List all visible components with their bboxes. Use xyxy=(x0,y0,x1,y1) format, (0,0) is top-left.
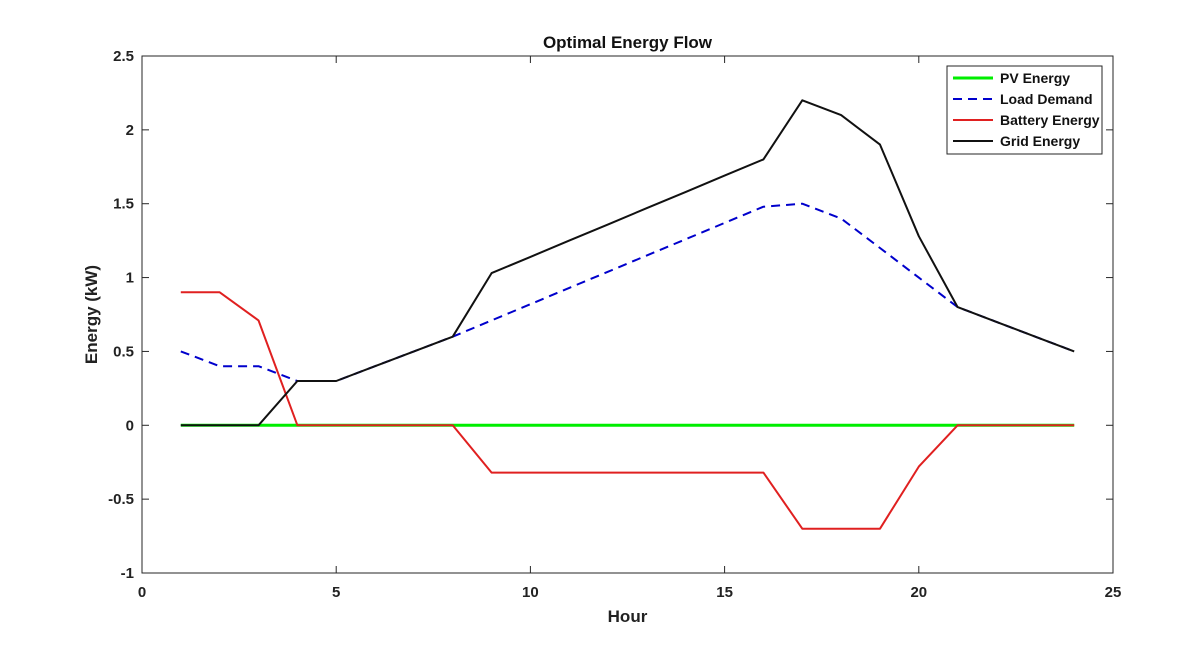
x-tick-label: 10 xyxy=(522,584,539,601)
x-tick-label: 0 xyxy=(138,584,146,601)
legend-box xyxy=(946,65,1103,155)
x-tick-label: 20 xyxy=(910,584,927,601)
series-line-grid-energy xyxy=(180,99,1075,427)
y-axis-title: Energy (kW) xyxy=(82,265,101,364)
legend: PV Energy Load Demand Battery Energy Gri… xyxy=(946,65,1103,155)
series-line-battery-energy xyxy=(180,291,1075,530)
y-tick-label: 2 xyxy=(126,122,134,139)
legend-label-load-demand: Load Demand xyxy=(1000,91,1093,107)
series-lines xyxy=(180,99,1075,530)
y-tick-label: 2.5 xyxy=(113,48,134,65)
y-tick-label: -1 xyxy=(121,565,134,582)
legend-label-battery-energy: Battery Energy xyxy=(1000,112,1100,128)
x-tick-label: 15 xyxy=(716,584,733,601)
y-tick-label: 0.5 xyxy=(113,343,134,360)
x-axis-title: Hour xyxy=(608,607,648,626)
chart-title: Optimal Energy Flow xyxy=(543,33,713,52)
y-tick-label: 1.5 xyxy=(113,196,134,213)
axis-ticks: 0 5 10 15 20 25 -1 -0.5 0 0.5 1 1.5 2 2.5 xyxy=(108,48,1121,601)
legend-label-grid-energy: Grid Energy xyxy=(1000,133,1080,149)
y-tick-label: -0.5 xyxy=(108,491,134,508)
x-tick-label: 25 xyxy=(1105,584,1122,601)
y-tick-label: 0 xyxy=(126,417,134,434)
x-tick-label: 5 xyxy=(332,584,340,601)
y-tick-label: 1 xyxy=(126,270,134,287)
legend-label-pv-energy: PV Energy xyxy=(1000,70,1070,86)
